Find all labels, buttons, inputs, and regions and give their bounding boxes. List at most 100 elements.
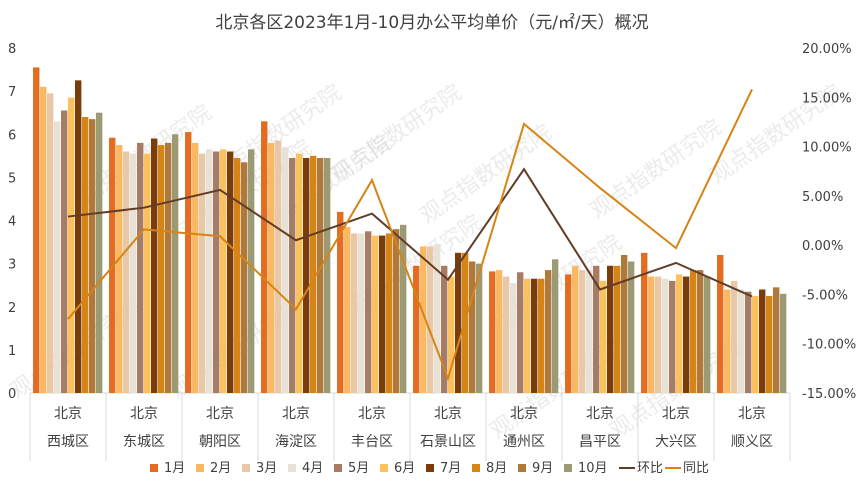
bar [61, 110, 68, 393]
bar [344, 226, 351, 393]
category-label: 丰台区 [351, 434, 393, 450]
bar [392, 229, 400, 394]
bar [74, 80, 82, 393]
bar [717, 255, 724, 393]
bar [489, 271, 496, 393]
bar [137, 142, 144, 394]
bar [302, 157, 310, 393]
legend-label: 6月 [394, 461, 415, 476]
group-label: 北京 [510, 406, 538, 422]
bar [620, 255, 628, 393]
right-axis-tick: -10.00% [802, 338, 856, 353]
bar [372, 235, 379, 393]
group-label: 北京 [662, 406, 690, 422]
legend-label: 3月 [256, 461, 277, 476]
bar [593, 265, 600, 393]
category-label: 顺义区 [731, 434, 773, 450]
legend-swatch [564, 464, 572, 472]
legend-swatch [196, 464, 204, 472]
legend-label: 10月 [578, 461, 608, 476]
bar [130, 153, 137, 393]
bar [454, 252, 462, 393]
legend-label: 8月 [486, 461, 507, 476]
bar [510, 283, 517, 393]
bar [323, 157, 331, 393]
legend-swatch [288, 464, 296, 472]
bar [33, 67, 40, 393]
legend-swatch [334, 464, 342, 472]
left-axis-tick: 0 [8, 387, 16, 402]
bar [468, 261, 476, 393]
category-label: 石景山区 [420, 434, 476, 450]
group-label: 北京 [130, 406, 158, 422]
bar [579, 270, 586, 393]
bar [226, 151, 234, 393]
bar [337, 211, 344, 394]
bar [123, 151, 130, 393]
bar [765, 295, 773, 393]
right-axis-tick: -15.00% [802, 387, 856, 402]
legend-label: 2月 [210, 461, 231, 476]
legend-swatch [242, 464, 250, 472]
bar [378, 235, 386, 393]
legend-label: 7月 [440, 461, 461, 476]
bar [247, 149, 255, 393]
bar [724, 289, 731, 393]
bar [703, 276, 711, 393]
bar [213, 151, 220, 393]
left-axis-tick: 1 [8, 344, 16, 359]
group-label: 北京 [434, 406, 462, 422]
group-label: 北京 [282, 406, 310, 422]
bar [296, 153, 303, 393]
bar [385, 233, 393, 393]
bar [662, 278, 669, 393]
watermark-text: 观点指数研究院 [326, 80, 467, 189]
bar [150, 138, 158, 393]
group-label: 北京 [738, 406, 766, 422]
left-axis-tick: 3 [8, 258, 16, 273]
bar [496, 270, 503, 393]
bar [689, 270, 697, 393]
legend-label: 环比 [637, 461, 663, 476]
bar [220, 149, 227, 393]
right-axis-tick: 15.00% [802, 91, 852, 106]
category-label: 西城区 [47, 434, 89, 450]
bar [88, 119, 96, 393]
bar [233, 157, 241, 393]
bar [199, 153, 206, 393]
bar [68, 97, 75, 393]
legend-swatch [518, 464, 526, 472]
bar [731, 280, 738, 394]
bar [752, 295, 759, 393]
watermark-text: 观点指数研究院 [416, 120, 557, 229]
bar [758, 289, 766, 393]
bar [399, 224, 407, 393]
legend-swatch [380, 464, 388, 472]
bar [420, 246, 427, 394]
group-label: 北京 [54, 406, 82, 422]
axes: 0 1 2 3 4 5 6 7 8 -15.00% -10.00% -5.00% 0.00% 5.00% 1… [8, 42, 856, 461]
bar [206, 149, 213, 393]
left-axis-tick: 6 [8, 128, 16, 143]
bar [551, 259, 559, 393]
bar [240, 162, 248, 393]
legend-label: 9月 [532, 461, 553, 476]
right-axis-tick: 10.00% [802, 141, 852, 156]
bars [33, 67, 787, 394]
bar [427, 246, 434, 394]
legend-label: 同比 [683, 461, 709, 476]
bar [627, 261, 635, 393]
legend-label: 5月 [348, 461, 369, 476]
bar [157, 145, 165, 393]
bar [537, 278, 545, 393]
legend-label: 1月 [164, 461, 185, 476]
bar [524, 278, 531, 393]
bar [696, 270, 704, 393]
category-label: 东城区 [123, 434, 165, 450]
legend-swatch [150, 464, 158, 472]
bar [282, 147, 289, 393]
bar [517, 272, 524, 393]
bar [261, 121, 268, 393]
category-label: 昌平区 [579, 434, 621, 450]
